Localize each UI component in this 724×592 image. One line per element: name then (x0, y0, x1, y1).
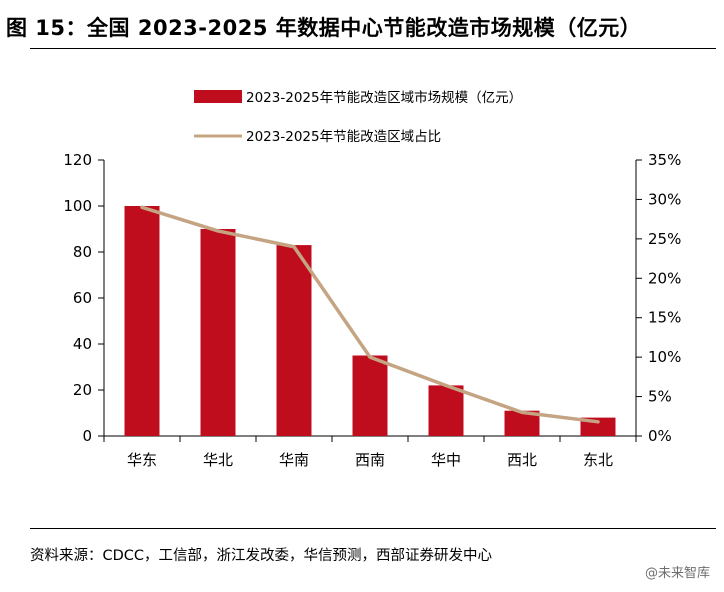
chart-axes: 0 20 40 60 80 100 120 0% 5% 10% 15% 20% 25% 30% 35% (63, 151, 681, 445)
legend-bar-swatch (194, 90, 242, 103)
left-tick-label: 100 (63, 197, 92, 215)
left-tick-label: 20 (73, 381, 92, 399)
category-label: 西南 (355, 451, 385, 469)
right-tick-label: 15% (648, 309, 681, 327)
figure-title: 图 15：全国 2023-2025 年数据中心节能改造市场规模（亿元） (6, 16, 642, 40)
right-tick-label: 35% (648, 151, 681, 169)
left-tick-label: 80 (73, 243, 92, 261)
category-label: 西北 (507, 451, 537, 469)
share-line (140, 205, 600, 424)
bar-西南 (352, 355, 388, 436)
source-rule (30, 528, 716, 529)
left-tick-label: 0 (82, 427, 92, 445)
source-note: 资料来源：CDCC，工信部，浙江发改委，华信预测，西部证券研发中心 (30, 548, 493, 564)
legend-bar-label: 2023-2025年节能改造区域市场规模（亿元） (246, 89, 522, 106)
category-label: 华东 (127, 451, 157, 469)
left-tick-label: 40 (73, 335, 92, 353)
legend-line-label: 2023-2025年节能改造区域占比 (246, 129, 441, 145)
right-tick-label: 10% (648, 348, 681, 366)
category-labels: 华东 华北 华南 西南 华中 西北 东北 (127, 451, 613, 469)
bar-series (124, 206, 616, 436)
category-label: 华中 (431, 451, 461, 469)
right-tick-label: 20% (648, 269, 681, 287)
category-label: 华南 (279, 451, 309, 469)
category-label: 东北 (583, 451, 613, 469)
combo-chart: 2023-2025年节能改造区域市场规模（亿元） 2023-2025年节能改造区… (63, 89, 681, 469)
bar-华中 (428, 385, 464, 436)
right-tick-label: 5% (648, 388, 672, 406)
left-tick-label: 60 (73, 289, 92, 307)
left-tick-label: 120 (63, 151, 92, 169)
chart-legend: 2023-2025年节能改造区域市场规模（亿元） 2023-2025年节能改造区… (194, 89, 522, 145)
bar-华南 (276, 245, 312, 436)
category-label: 华北 (203, 451, 233, 469)
right-tick-label: 30% (648, 190, 681, 208)
watermark-logo: @未来智库 (644, 566, 710, 581)
right-tick-label: 25% (648, 230, 681, 248)
bar-华东 (124, 206, 160, 436)
line-series (140, 205, 600, 424)
title-rule (30, 48, 716, 49)
bar-华北 (200, 229, 236, 436)
right-tick-label: 0% (648, 427, 672, 445)
